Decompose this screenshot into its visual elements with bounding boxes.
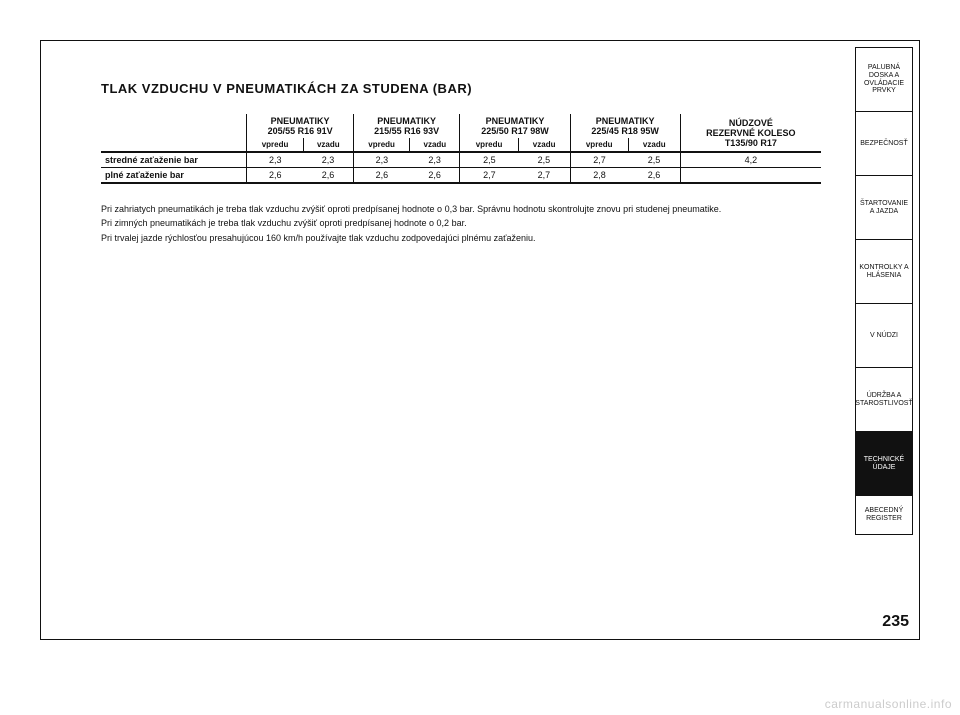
cell: [680, 168, 821, 184]
col-group: PNEUMATIKY 225/45 R18 95W: [570, 114, 680, 138]
side-tab[interactable]: ŠTARTOVANIE A JAZDA: [855, 175, 913, 239]
group-line1: PNEUMATIKY: [358, 116, 456, 126]
sub-head: vpredu: [460, 138, 518, 152]
side-tab[interactable]: KONTROLKY A HLÁSENIA: [855, 239, 913, 303]
group-line1: PNEUMATIKY: [464, 116, 565, 126]
content-area: TLAK VZDUCHU V PNEUMATIKÁCH ZA STUDENA (…: [101, 81, 821, 245]
page-title: TLAK VZDUCHU V PNEUMATIKÁCH ZA STUDENA (…: [101, 81, 821, 96]
spare-line3: T135/90 R17: [685, 138, 817, 148]
row-label: stredné zaťaženie bar: [101, 152, 247, 168]
cell: 2,3: [410, 152, 460, 168]
cell: 2,7: [518, 168, 570, 184]
tyre-pressure-table: PNEUMATIKY 205/55 R16 91V PNEUMATIKY 215…: [101, 114, 821, 184]
note-line: Pri trvalej jazde rýchlosťou presahujúco…: [101, 231, 821, 245]
side-tab[interactable]: PALUBNÁ DOSKA A OVLÁDACIE PRVKY: [855, 47, 913, 111]
col-group: PNEUMATIKY 205/55 R16 91V: [247, 114, 354, 138]
group-line1: PNEUMATIKY: [251, 116, 349, 126]
col-group: PNEUMATIKY 225/50 R17 98W: [460, 114, 570, 138]
cell: 2,6: [628, 168, 680, 184]
table-corner: [101, 114, 247, 152]
col-group-spare: NÚDZOVÉ REZERVNÉ KOLESO T135/90 R17: [680, 114, 821, 152]
cell: 2,6: [303, 168, 353, 184]
side-tab[interactable]: ÚDRŽBA A STAROSTLIVOSŤ: [855, 367, 913, 431]
side-tab-active[interactable]: TECHNICKÉ ÚDAJE: [855, 431, 913, 495]
sub-head: vpredu: [353, 138, 409, 152]
cell: 2,7: [570, 152, 628, 168]
table-group-header-row: PNEUMATIKY 205/55 R16 91V PNEUMATIKY 215…: [101, 114, 821, 138]
side-tab[interactable]: V NÚDZI: [855, 303, 913, 367]
table-row: stredné zaťaženie bar 2,3 2,3 2,3 2,3 2,…: [101, 152, 821, 168]
note-line: Pri zahriatych pneumatikách je treba tla…: [101, 202, 821, 216]
spare-line1: NÚDZOVÉ: [685, 118, 817, 128]
sub-head: vzadu: [303, 138, 353, 152]
group-line2: 225/50 R17 98W: [464, 126, 565, 136]
group-line2: 205/55 R16 91V: [251, 126, 349, 136]
side-tab[interactable]: BEZPEČNOSŤ: [855, 111, 913, 175]
side-tab[interactable]: ABECEDNÝ REGISTER: [855, 495, 913, 535]
sub-head: vpredu: [570, 138, 628, 152]
table-row: plné zaťaženie bar 2,6 2,6 2,6 2,6 2,7 2…: [101, 168, 821, 184]
cell: 2,3: [247, 152, 303, 168]
cell: 2,3: [303, 152, 353, 168]
cell: 2,5: [628, 152, 680, 168]
group-line2: 215/55 R16 93V: [358, 126, 456, 136]
watermark-text: carmanualsonline.info: [825, 697, 952, 711]
note-line: Pri zimných pneumatikách je treba tlak v…: [101, 216, 821, 230]
sub-head: vpredu: [247, 138, 303, 152]
cell: 4,2: [680, 152, 821, 168]
page-frame: TLAK VZDUCHU V PNEUMATIKÁCH ZA STUDENA (…: [40, 40, 920, 640]
group-line2: 225/45 R18 95W: [575, 126, 676, 136]
side-tabs: PALUBNÁ DOSKA A OVLÁDACIE PRVKY BEZPEČNO…: [855, 47, 913, 535]
cell: 2,7: [460, 168, 518, 184]
cell: 2,6: [247, 168, 303, 184]
notes-block: Pri zahriatych pneumatikách je treba tla…: [101, 202, 821, 245]
cell: 2,6: [353, 168, 409, 184]
page-number: 235: [882, 613, 909, 631]
sub-head: vzadu: [410, 138, 460, 152]
spare-line2: REZERVNÉ KOLESO: [685, 128, 817, 138]
cell: 2,8: [570, 168, 628, 184]
sub-head: vzadu: [628, 138, 680, 152]
row-label: plné zaťaženie bar: [101, 168, 247, 184]
cell: 2,6: [410, 168, 460, 184]
group-line1: PNEUMATIKY: [575, 116, 676, 126]
sub-head: vzadu: [518, 138, 570, 152]
cell: 2,3: [353, 152, 409, 168]
col-group: PNEUMATIKY 215/55 R16 93V: [353, 114, 460, 138]
cell: 2,5: [518, 152, 570, 168]
cell: 2,5: [460, 152, 518, 168]
